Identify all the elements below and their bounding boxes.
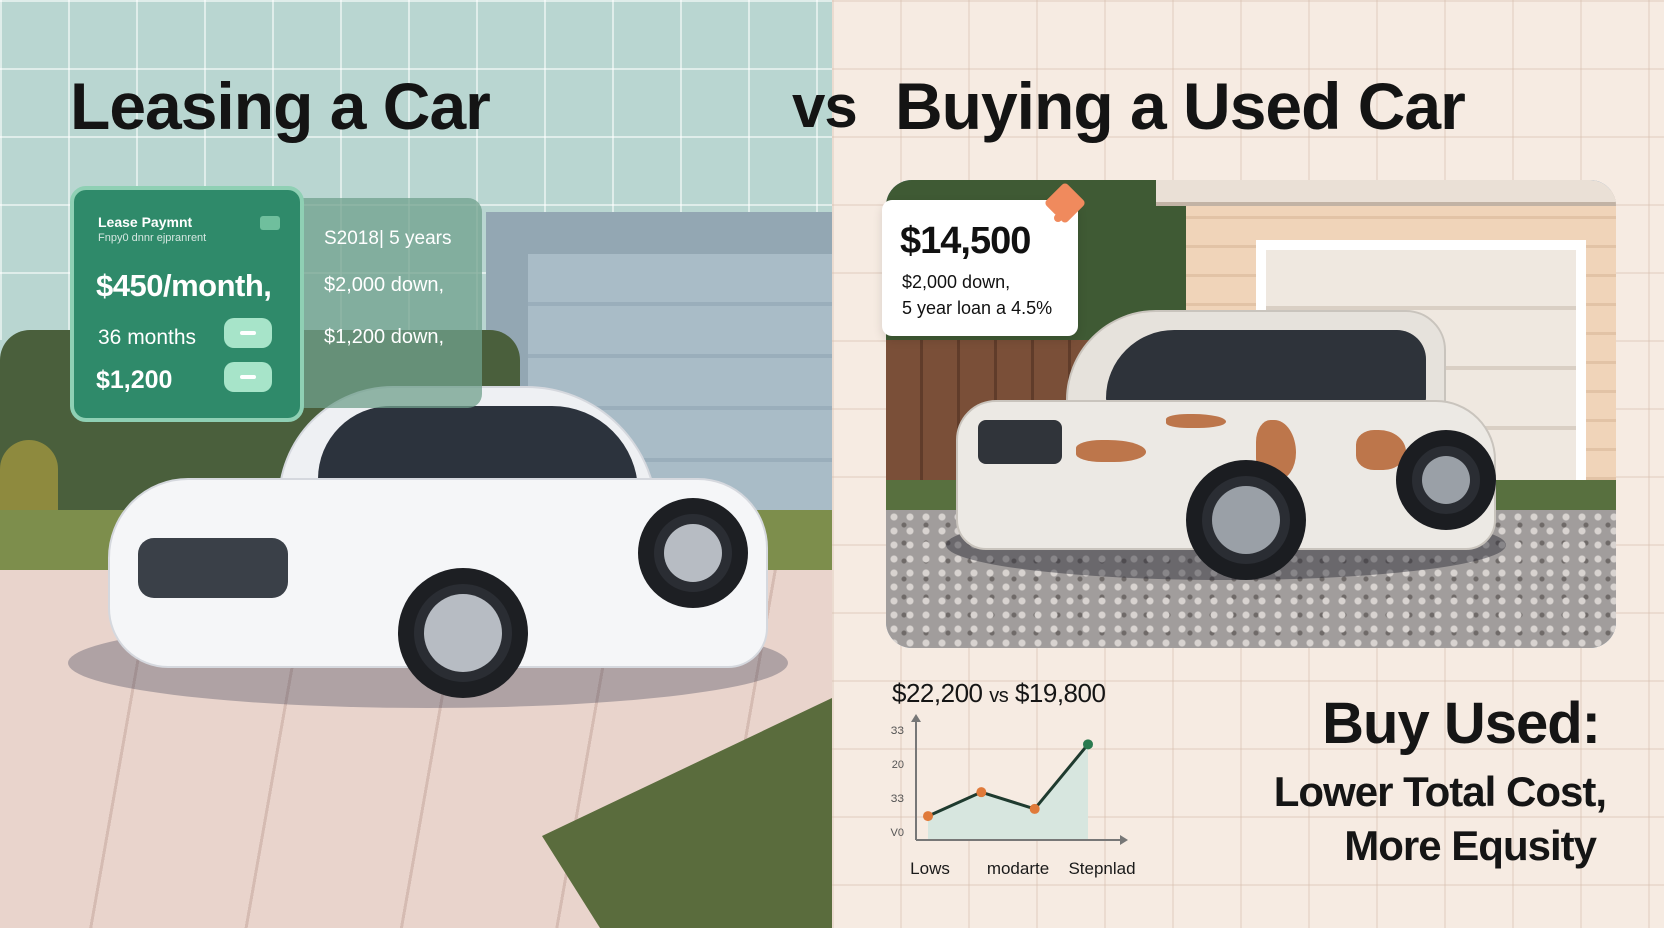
lease-card-heading: Lease Paymnt bbox=[98, 214, 193, 230]
used-car-down-payment: $2,000 down, bbox=[902, 272, 1011, 292]
buying-used-panel bbox=[832, 0, 1664, 928]
minus-icon bbox=[224, 318, 272, 348]
leasing-panel: S2018| 5 years $2,000 down, $1,200 down,… bbox=[0, 0, 832, 928]
lease-details-panel: S2018| 5 years $2,000 down, $1,200 down, bbox=[296, 198, 482, 408]
chart-title-a: $22,200 bbox=[892, 678, 983, 708]
title-buying-used: Buying a Used Car bbox=[895, 69, 1466, 143]
card-indicator-icon bbox=[260, 216, 280, 230]
rusty-suv-illustration bbox=[956, 310, 1496, 580]
chart-y-tick-label: ЗЗ bbox=[891, 793, 905, 805]
verdict-line1: Lower Total Cost, bbox=[1273, 768, 1607, 815]
chart-data-point bbox=[1083, 739, 1093, 750]
chart-title-vs: vs bbox=[989, 685, 1009, 707]
y-axis-arrow-icon bbox=[911, 714, 921, 722]
cost-line-chart: ЗЗ 20 ЗЗ V0 Lows modarte Stepnlad bbox=[891, 714, 1136, 878]
lease-panel-line2: $2,000 down, bbox=[324, 274, 445, 296]
chart-data-point bbox=[923, 811, 933, 822]
used-car-price-tag: $14,500 $2,000 down, 5 year loan a 4.5% bbox=[882, 181, 1087, 336]
chart-x-tick-label: Lows bbox=[910, 859, 950, 878]
verdict-line2: More Equsity bbox=[1344, 822, 1597, 869]
chart-title: $22,200 vs $19,800 bbox=[892, 678, 1106, 709]
chart-data-point bbox=[1029, 803, 1040, 814]
chart-y-tick-label: V0 bbox=[891, 827, 904, 839]
x-axis-arrow-icon bbox=[1120, 835, 1128, 845]
lease-amount: $1,200 bbox=[96, 366, 173, 394]
chart-x-tick-label: modarte bbox=[987, 859, 1049, 878]
chart-data-point bbox=[976, 787, 987, 798]
chart-x-tick-label: Stepnlad bbox=[1068, 859, 1135, 878]
verdict-heading: Buy Used: bbox=[1322, 691, 1601, 756]
lease-payment-card: Lease Paymnt Fnpy0 dnnr ejpranrent $450/… bbox=[70, 186, 304, 422]
used-car-price: $14,500 bbox=[900, 220, 1031, 262]
chart-series-line bbox=[927, 743, 1090, 818]
chart-area bbox=[928, 744, 1088, 840]
chart-y-tick-label: ЗЗ bbox=[891, 725, 905, 737]
lease-monthly-price: $450/month, bbox=[96, 268, 272, 303]
lease-panel-line3: $1,200 down, bbox=[324, 326, 445, 348]
chart-y-tick-label: 20 bbox=[892, 759, 904, 771]
lease-term: 36 months bbox=[98, 326, 197, 349]
title-vs: vs bbox=[792, 73, 858, 140]
chart-title-b: $19,800 bbox=[1014, 678, 1106, 708]
lease-panel-line1: S2018| 5 years bbox=[324, 228, 452, 249]
lease-card-subheading: Fnpy0 dnnr ejpranrent bbox=[98, 232, 207, 244]
white-sedan-illustration bbox=[68, 378, 788, 708]
used-car-loan-terms: 5 year loan a 4.5% bbox=[902, 298, 1053, 318]
used-suv-scene bbox=[886, 180, 1616, 648]
minus-icon bbox=[224, 362, 272, 392]
title-leasing: Leasing a Car bbox=[70, 69, 491, 143]
